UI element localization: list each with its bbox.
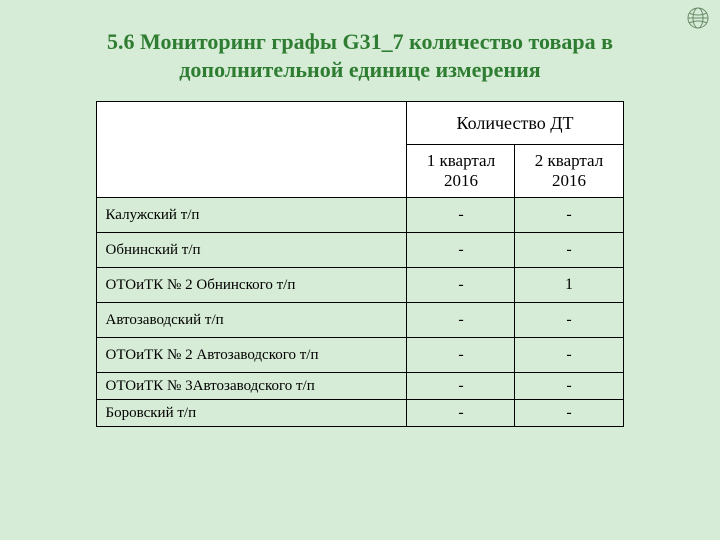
table-row: Боровский т/п - - xyxy=(97,400,623,427)
table-header-row-1: Количество ДТ xyxy=(97,102,623,145)
table-row: ОТОиТК № 2 Обнинского т/п - 1 xyxy=(97,268,623,303)
row-label: ОТОиТК № 2 Автозаводского т/п xyxy=(97,338,407,373)
cell-q1: - xyxy=(407,373,515,400)
cell-q2: - xyxy=(515,400,623,427)
cell-q2: - xyxy=(515,233,623,268)
cell-q1: - xyxy=(407,303,515,338)
table-body: Калужский т/п - - Обнинский т/п - - ОТОи… xyxy=(97,198,623,427)
header-q1: 1 квартал 2016 xyxy=(407,145,515,198)
table-header-row-2: 1 квартал 2016 2 квартал 2016 xyxy=(97,145,623,198)
table-row: Обнинский т/п - - xyxy=(97,233,623,268)
table-row: ОТОиТК № 3Автозаводского т/п - - xyxy=(97,373,623,400)
cell-q1: - xyxy=(407,198,515,233)
header-quantity: Количество ДТ xyxy=(407,102,623,145)
row-label: Калужский т/п xyxy=(97,198,407,233)
title-line-2: дополнительной единице измерения xyxy=(179,57,540,82)
row-label: Обнинский т/п xyxy=(97,233,407,268)
cell-q1: - xyxy=(407,233,515,268)
table-row: Автозаводский т/п - - xyxy=(97,303,623,338)
data-table: Количество ДТ 1 квартал 2016 2 квартал 2… xyxy=(96,101,623,427)
row-label: ОТОиТК № 2 Обнинского т/п xyxy=(97,268,407,303)
cell-q1: - xyxy=(407,338,515,373)
cell-q1: - xyxy=(407,268,515,303)
header-blank-top xyxy=(97,102,407,145)
row-label: Автозаводский т/п xyxy=(97,303,407,338)
row-label: Боровский т/п xyxy=(97,400,407,427)
globe-icon xyxy=(686,6,710,35)
cell-q2: 1 xyxy=(515,268,623,303)
row-label: ОТОиТК № 3Автозаводского т/п xyxy=(97,373,407,400)
cell-q2: - xyxy=(515,338,623,373)
slide-title: 5.6 Мониторинг графы G31_7 количество то… xyxy=(80,28,640,83)
cell-q2: - xyxy=(515,303,623,338)
header-blank-bottom xyxy=(97,145,407,198)
cell-q1: - xyxy=(407,400,515,427)
cell-q2: - xyxy=(515,198,623,233)
table-row: ОТОиТК № 2 Автозаводского т/п - - xyxy=(97,338,623,373)
section-number: 5.6 xyxy=(107,29,135,54)
cell-q2: - xyxy=(515,373,623,400)
header-q2: 2 квартал 2016 xyxy=(515,145,623,198)
table-row: Калужский т/п - - xyxy=(97,198,623,233)
title-line-1: Мониторинг графы G31_7 количество товара… xyxy=(140,29,613,54)
slide-page: 5.6 Мониторинг графы G31_7 количество то… xyxy=(0,0,720,540)
